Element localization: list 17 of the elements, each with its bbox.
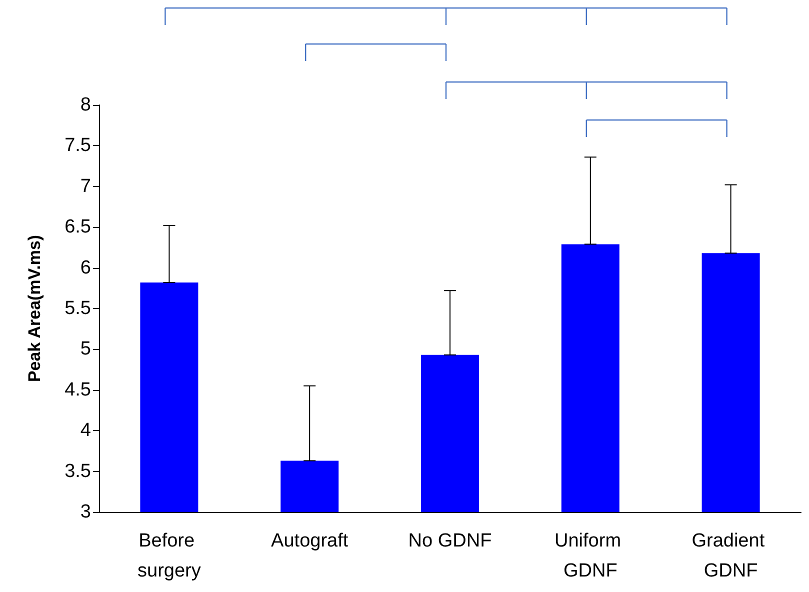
x-tick-label: Before surgery xyxy=(138,530,202,582)
y-tick-label: 4 xyxy=(80,420,92,442)
y-tick-label: 5 xyxy=(80,338,91,360)
y-tick-label: 6.5 xyxy=(64,216,91,238)
x-tick-label: Uniform GDNF xyxy=(554,530,626,582)
y-tick-label: 6 xyxy=(80,257,91,278)
x-tick-label: No GDNF xyxy=(408,530,492,552)
y-tick-label: 7 xyxy=(80,176,91,197)
y-tick-label: 7.5 xyxy=(64,135,91,156)
y-tick-label: 3.5 xyxy=(64,460,91,482)
y-tick-label: 8 xyxy=(80,94,91,116)
y-tick-label: 3 xyxy=(80,502,91,522)
x-tick-label: Gradient GDNF xyxy=(692,530,770,582)
y-axis-title: Peak Area(mV.ms) xyxy=(25,234,44,382)
y-tick-label: 5.5 xyxy=(64,298,91,319)
y-tick-label: 4.5 xyxy=(64,379,91,400)
x-tick-label: Autograft xyxy=(271,530,349,552)
